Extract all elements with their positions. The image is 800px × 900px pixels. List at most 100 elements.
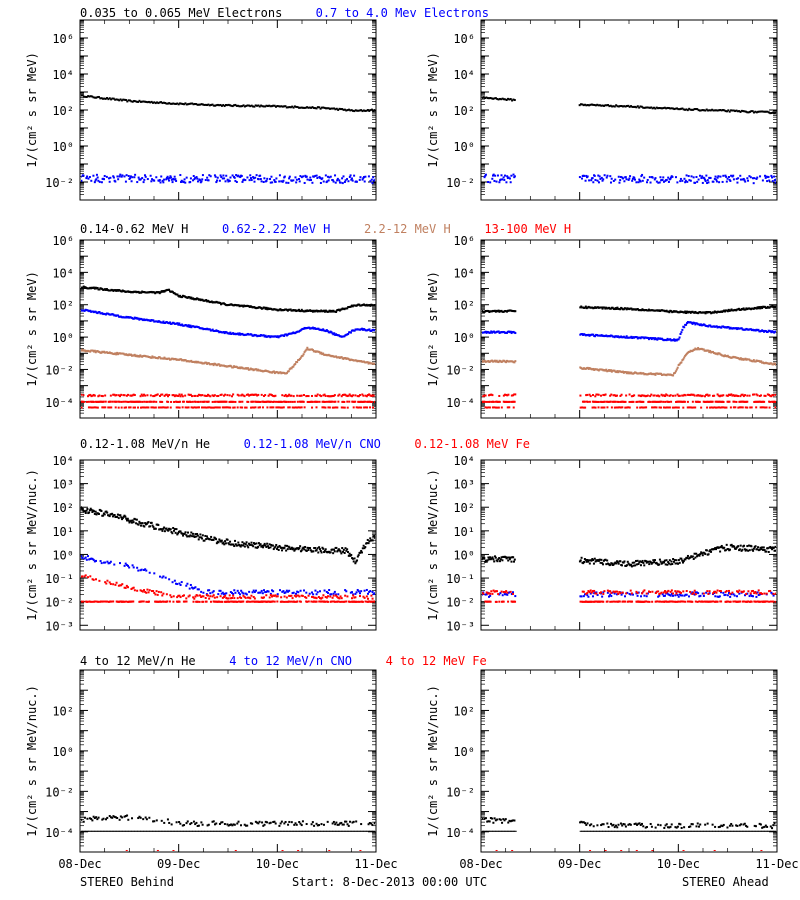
data-point: [484, 394, 487, 397]
data-point: [597, 400, 600, 403]
data-point: [696, 394, 698, 397]
data-point: [725, 180, 728, 183]
data-point: [181, 102, 184, 105]
data-point: [715, 178, 718, 181]
data-point: [678, 336, 681, 339]
data-point: [326, 180, 329, 183]
data-point: [186, 582, 189, 585]
data-point: [308, 106, 311, 109]
data-point: [197, 103, 200, 106]
data-point: [683, 326, 686, 329]
data-point: [242, 394, 245, 397]
data-point: [628, 393, 631, 396]
data-point: [346, 406, 349, 409]
data-point: [675, 368, 678, 371]
data-point: [103, 178, 106, 181]
data-point: [689, 108, 692, 111]
data-point: [774, 393, 776, 396]
data-point: [139, 406, 142, 409]
data-point: [157, 524, 160, 527]
data-point: [493, 97, 496, 100]
data-point: [208, 328, 211, 331]
data-point: [763, 394, 766, 397]
data-point: [120, 516, 123, 519]
data-point: [348, 552, 351, 555]
data-point: [337, 400, 340, 403]
data-point: [268, 543, 271, 546]
data-point: [586, 393, 589, 396]
data-point: [369, 180, 372, 183]
data-point: [189, 324, 192, 327]
data-point: [300, 106, 303, 109]
data-point: [701, 394, 704, 397]
data-point: [93, 510, 96, 513]
data-point: [150, 180, 153, 183]
data-point: [504, 174, 507, 177]
data-point: [491, 406, 494, 409]
panel-heavy-low-behind: 1/(cm² s sr MeV/nuc.)10⁴10³10²10¹10⁰10⁻¹…: [25, 454, 377, 633]
data-point: [690, 108, 693, 111]
data-point: [302, 353, 305, 356]
data-point: [142, 100, 145, 103]
data-point: [485, 400, 488, 403]
data-point: [625, 104, 628, 107]
data-point: [87, 177, 90, 180]
data-point: [132, 317, 135, 320]
data-point: [613, 105, 616, 108]
data-point: [189, 400, 192, 403]
data-point: [205, 299, 208, 302]
data-point: [163, 530, 166, 533]
data-point: [133, 99, 136, 102]
data-point: [650, 393, 653, 396]
data-point: [372, 406, 375, 409]
data-point: [319, 549, 322, 552]
data-point: [348, 400, 351, 403]
data-point: [751, 360, 754, 363]
data-point: [90, 508, 93, 511]
data-point: [245, 406, 248, 409]
data-point: [333, 332, 336, 335]
data-point: [278, 180, 281, 183]
data-point: [484, 330, 487, 333]
data-point: [188, 325, 191, 328]
data-point: [489, 393, 492, 396]
data-point: [705, 393, 708, 396]
data-point: [612, 179, 615, 182]
data-point: [141, 100, 144, 103]
data-point: [357, 109, 360, 112]
data-point: [95, 178, 98, 181]
data-point: [668, 400, 671, 403]
data-point: [365, 395, 368, 398]
data-point: [329, 175, 332, 178]
data-point: [335, 310, 338, 313]
data-point: [232, 543, 235, 546]
data-point: [122, 515, 125, 518]
data-point: [257, 545, 260, 548]
data-point: [773, 179, 776, 182]
data-point: [666, 394, 669, 397]
data-point: [618, 406, 621, 409]
data-point: [181, 395, 184, 398]
data-point: [674, 406, 677, 409]
data-point: [234, 400, 237, 403]
data-point: [227, 542, 230, 545]
data-point: [355, 560, 358, 563]
data-point: [241, 105, 244, 108]
data-point: [613, 406, 616, 409]
data-point: [658, 395, 661, 398]
data-point: [492, 173, 495, 176]
data-point: [620, 105, 623, 108]
data-point: [147, 100, 150, 103]
data-point: [238, 105, 241, 108]
data-point: [491, 359, 494, 362]
data-point: [235, 180, 238, 183]
data-point: [642, 394, 645, 397]
data-point: [105, 288, 108, 291]
data-point: [235, 104, 238, 107]
data-point: [110, 98, 113, 101]
data-point: [269, 393, 272, 396]
data-point: [94, 351, 97, 354]
data-point: [638, 178, 641, 181]
data-point: [206, 406, 209, 409]
data-point: [324, 107, 327, 110]
